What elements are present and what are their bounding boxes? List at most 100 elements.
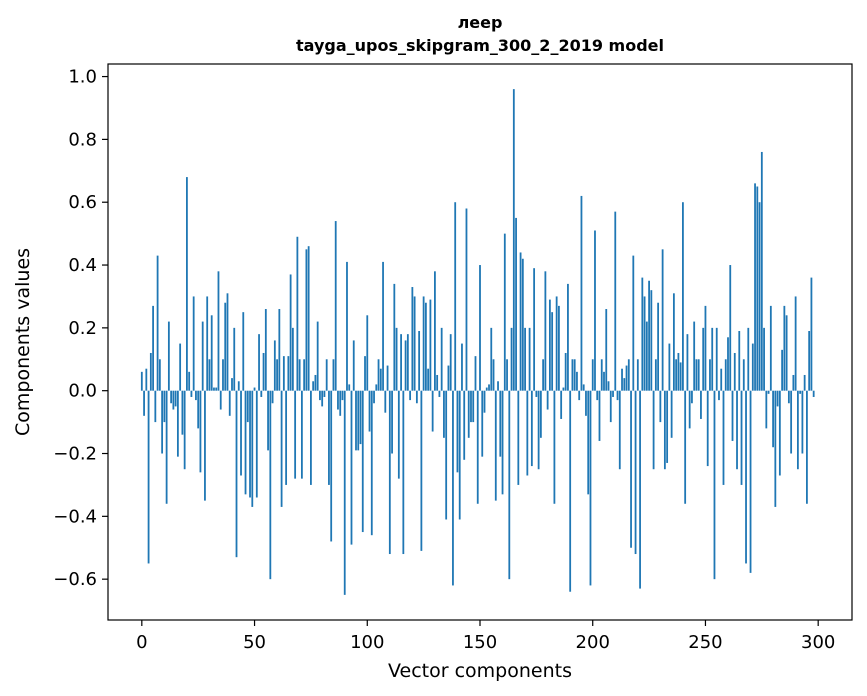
bar-125 xyxy=(422,296,425,391)
bar-297 xyxy=(810,277,813,391)
bar-47 xyxy=(246,390,249,423)
bar-169 xyxy=(521,258,524,391)
bar-244 xyxy=(691,390,693,404)
bar-215 xyxy=(625,365,628,391)
bar-255 xyxy=(715,327,718,391)
bar-44 xyxy=(240,390,242,476)
bar-4 xyxy=(149,352,152,391)
bar-292 xyxy=(799,390,802,394)
bar-167 xyxy=(517,390,520,485)
bar-61 xyxy=(278,309,281,391)
bar-0 xyxy=(140,371,143,391)
bar-36 xyxy=(222,359,224,391)
bar-200 xyxy=(591,359,594,391)
bar-194 xyxy=(578,390,581,401)
bar-25 xyxy=(197,390,200,429)
bar-2 xyxy=(145,368,148,391)
bar-68 xyxy=(294,390,297,479)
bar-172 xyxy=(528,327,531,391)
bar-229 xyxy=(657,302,660,391)
bar-246 xyxy=(695,359,698,391)
bar-76 xyxy=(312,381,315,391)
bar-124 xyxy=(420,390,423,551)
bar-273 xyxy=(756,186,759,391)
bar-158 xyxy=(497,381,499,391)
bar-123 xyxy=(418,331,421,391)
bar-73 xyxy=(305,249,308,391)
bar-168 xyxy=(519,252,522,391)
bar-101 xyxy=(368,390,371,432)
bar-283 xyxy=(778,390,781,476)
bar-38 xyxy=(226,293,229,391)
bar-84 xyxy=(330,390,333,542)
bar-67 xyxy=(291,327,294,391)
bar-231 xyxy=(661,249,664,391)
bar-178 xyxy=(542,359,545,391)
bar-83 xyxy=(328,390,330,485)
bar-118 xyxy=(406,334,409,391)
bar-113 xyxy=(395,327,398,391)
bar-6 xyxy=(154,390,157,423)
bar-21 xyxy=(188,371,191,391)
bar-45 xyxy=(242,312,245,391)
bar-66 xyxy=(289,274,292,391)
bar-174 xyxy=(533,268,536,391)
bar-52 xyxy=(258,334,260,391)
bar-282 xyxy=(776,390,779,407)
bar-286 xyxy=(785,315,788,391)
bar-190 xyxy=(569,390,572,592)
y-axis-label: Components values xyxy=(12,248,34,436)
bar-28 xyxy=(204,390,206,501)
bar-1 xyxy=(143,390,145,416)
bar-65 xyxy=(287,356,290,391)
bar-257 xyxy=(720,368,723,391)
chart-subtitle: tayga_upos_skipgram_300_2_2019 model xyxy=(296,36,664,55)
bar-53 xyxy=(260,390,263,397)
bar-51 xyxy=(255,390,258,498)
y-tick-label: −0.4 xyxy=(53,506,97,527)
bar-180 xyxy=(546,390,549,410)
bar-258 xyxy=(722,390,725,485)
bar-90 xyxy=(343,390,346,595)
bar-264 xyxy=(736,390,738,470)
bar-232 xyxy=(663,390,666,470)
bar-116 xyxy=(402,390,405,555)
bar-284 xyxy=(781,349,784,391)
bar-290 xyxy=(794,296,797,391)
bar-185 xyxy=(558,305,560,391)
bar-207 xyxy=(607,381,610,391)
x-tick-label: 200 xyxy=(576,632,610,653)
bar-227 xyxy=(652,390,655,470)
bar-143 xyxy=(463,390,466,460)
bar-162 xyxy=(506,359,508,391)
bar-253 xyxy=(711,327,714,391)
bar-247 xyxy=(697,359,700,391)
bar-59 xyxy=(273,340,276,391)
bar-281 xyxy=(774,390,777,507)
bar-221 xyxy=(639,390,641,589)
bar-128 xyxy=(429,299,432,391)
bar-261 xyxy=(729,265,732,391)
bar-56 xyxy=(267,390,269,451)
bar-238 xyxy=(677,352,680,391)
bar-276 xyxy=(763,327,765,391)
bar-32 xyxy=(213,387,215,391)
bar-29 xyxy=(206,296,209,391)
bar-241 xyxy=(684,390,687,504)
bar-155 xyxy=(490,327,493,391)
bar-234 xyxy=(668,343,671,391)
bar-260 xyxy=(727,337,729,391)
bar-33 xyxy=(215,387,218,391)
bar-256 xyxy=(718,390,720,401)
bar-277 xyxy=(765,390,768,429)
bar-279 xyxy=(769,305,772,391)
bar-135 xyxy=(445,390,448,520)
bar-40 xyxy=(231,378,233,391)
bar-217 xyxy=(630,390,632,548)
x-tick-label: 0 xyxy=(136,632,147,653)
bar-139 xyxy=(454,202,457,391)
bar-191 xyxy=(571,359,574,391)
chart-title: леер xyxy=(458,13,503,32)
bar-132 xyxy=(438,390,441,397)
bar-182 xyxy=(551,312,554,391)
